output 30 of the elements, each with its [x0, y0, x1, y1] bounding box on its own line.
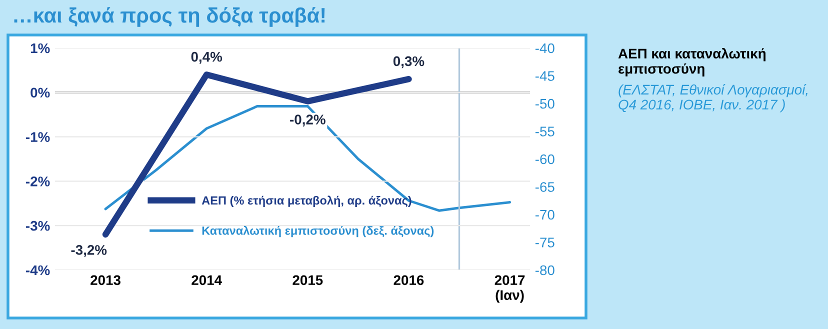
legend-label: Καταναλωτική εμπιστοσύνη (δεξ. άξονας): [202, 226, 434, 238]
text: ΑΕΠ και καταναλωτική εμπιστοσύνη: [618, 48, 766, 76]
y-tick-label: -3%: [26, 220, 50, 231]
x-tick-label: 2014: [192, 275, 222, 286]
x-tick-label: 2016: [394, 275, 424, 286]
y2-tick-label: -40: [535, 43, 554, 54]
x-tick-label: 2013: [90, 275, 120, 286]
data-label: -0,2%: [290, 114, 326, 126]
x-tick-label: 2015: [292, 275, 323, 286]
y2-tick-label: -80: [535, 265, 554, 276]
y-tick-label: -4%: [26, 265, 50, 276]
data-label: -3,2%: [71, 245, 107, 257]
x-tick-label: 2017 (Ιαν): [494, 275, 525, 303]
y-tick-label: -1%: [26, 132, 50, 142]
line-series: [104, 105, 512, 212]
y2-tick-label: -50: [535, 98, 554, 109]
data-label: 0,4%: [191, 52, 222, 64]
legend-label: ΑΕΠ (% ετήσια μεταβολή, αρ. άξονας): [202, 196, 412, 207]
y2-tick-label: -70: [535, 210, 554, 220]
chart-title: …και ξανά προς τη δόξα τραβά!: [14, 7, 325, 27]
y2-tick-label: -60: [535, 154, 554, 164]
text: (ΕΛΣΤΑΤ, Εθνικοί Λογαριασμοί, Q4 2016, ΙΟΒΕ, Ιαν. 2017 ): [618, 84, 808, 112]
data-label: 0,3%: [393, 56, 424, 68]
y2-tick-label: -45: [535, 71, 554, 81]
y2-tick-label: -75: [535, 238, 554, 248]
y2-tick-label: -65: [535, 182, 554, 192]
y2-tick-label: -55: [535, 126, 554, 136]
y-tick-label: -2%: [26, 176, 50, 186]
y-tick-label: 0%: [30, 88, 50, 98]
y-tick-label: 1%: [30, 43, 50, 54]
